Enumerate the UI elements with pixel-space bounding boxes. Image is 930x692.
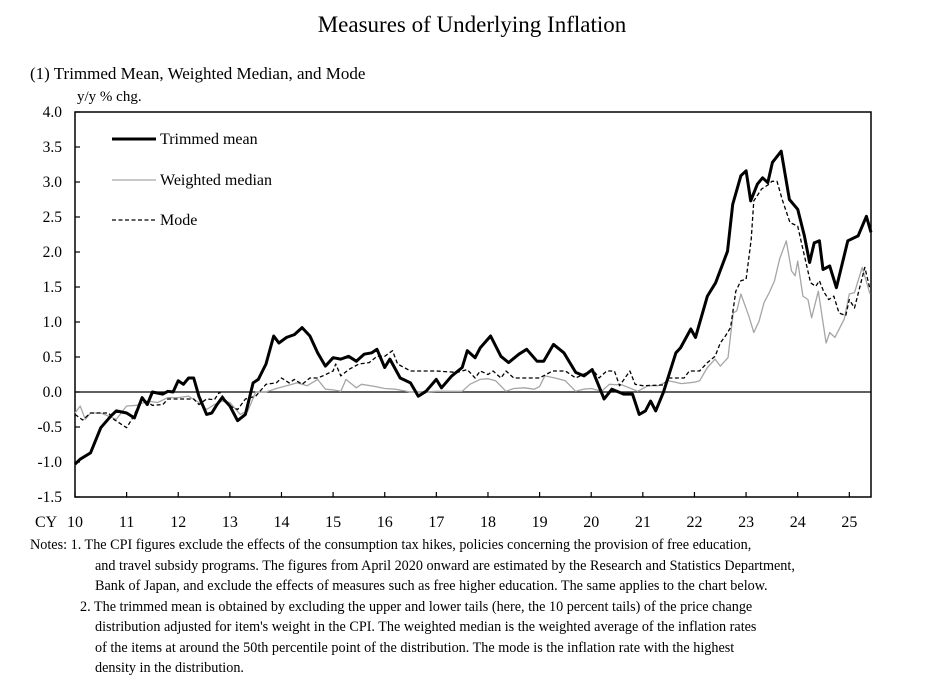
series-line-mode [74, 180, 871, 429]
x-tick-label: 17 [428, 514, 444, 531]
note-2-line: distribution adjusted for item's weight … [95, 619, 757, 635]
legend-label: Trimmed mean [160, 131, 258, 148]
x-tick-label: 16 [377, 514, 393, 531]
note-1-line: and travel subsidy programs. The figures… [95, 557, 795, 574]
series-line-trimmed-mean [73, 149, 873, 466]
y-tick-label: 0.0 [43, 384, 63, 401]
y-tick-label: 3.0 [43, 174, 63, 191]
x-axis-prefix: CY [35, 514, 58, 531]
x-tick-label: 23 [738, 514, 754, 531]
note-2-line: 2. The trimmed mean is obtained by exclu… [80, 598, 753, 615]
x-tick-label: 11 [119, 514, 134, 531]
y-tick-label: 4.0 [43, 104, 63, 121]
x-tick-label: 19 [532, 514, 548, 531]
page-title: Measures of Underlying Inflation [317, 12, 627, 37]
y-tick-label: 2.5 [43, 209, 63, 226]
notes: Notes: 1. The CPI figures exclude the ef… [30, 535, 795, 679]
x-tick-label: 15 [325, 514, 341, 531]
y-tick-label: 3.5 [43, 139, 63, 156]
notes-label: Notes: [30, 537, 68, 553]
x-tick-label: 24 [790, 514, 806, 531]
y-tick-label: 0.5 [43, 349, 63, 366]
x-tick-label: 18 [480, 514, 496, 531]
note-2-line: density in the distribution. [95, 660, 244, 676]
x-tick-label: 20 [583, 514, 599, 531]
y-tick-label: 2.0 [43, 244, 63, 261]
y-tick-label: 1.5 [43, 279, 63, 296]
x-tick-label: 14 [273, 514, 289, 531]
y-tick-label: -1.0 [37, 454, 62, 471]
x-tick-label: 10 [67, 514, 83, 531]
x-tick-label: 22 [686, 514, 702, 531]
x-tick-label: 13 [222, 514, 238, 531]
chart-title: (1) Trimmed Mean, Weighted Median, and M… [30, 64, 366, 83]
y-tick-label: -0.5 [37, 419, 62, 436]
legend-label: Mode [160, 212, 197, 229]
x-tick-label: 12 [170, 514, 186, 531]
legend-label: Weighted median [160, 172, 272, 189]
note-1-line: Notes: 1. The CPI figures exclude the ef… [30, 535, 795, 556]
x-tick-label: 21 [635, 514, 651, 531]
x-tick-label: 25 [841, 514, 857, 531]
chart: 4.0 3.5 3.0 2.5 2.0 1.5 1.0 0.5 0.0 -0.5 -1.0 -1.5 1… [35, 104, 873, 531]
plot-frame [74, 111, 872, 498]
note-2-line: of the items at around the 50th percenti… [95, 639, 735, 656]
note-1-line: Bank of Japan, and exclude the effects o… [95, 578, 768, 594]
y-tick-label: 1.0 [43, 314, 63, 331]
y-tick-label: -1.5 [37, 489, 62, 506]
y-axis-label: y/y % chg. [77, 89, 142, 105]
note-1-text: 1. The CPI figures exclude the effects o… [70, 537, 752, 553]
